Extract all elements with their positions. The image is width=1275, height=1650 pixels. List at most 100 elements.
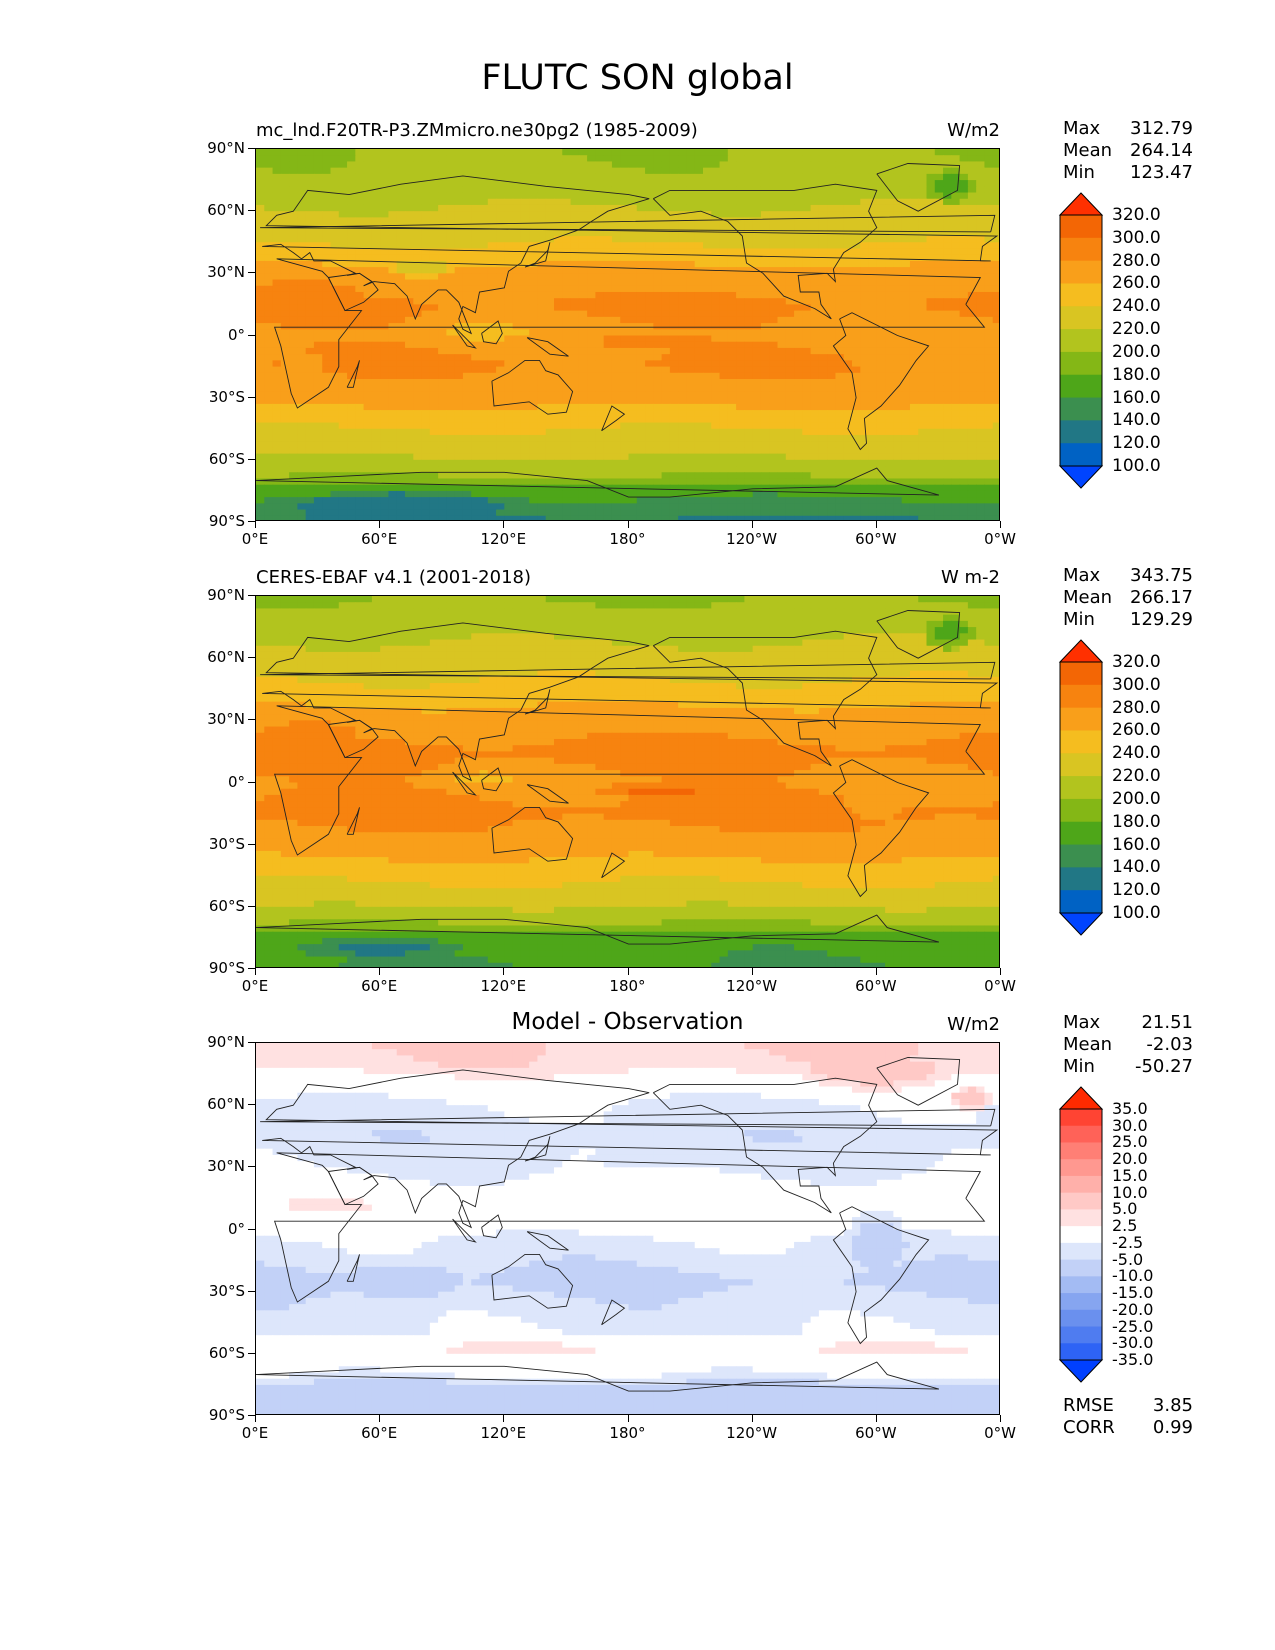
map-cell (587, 347, 596, 355)
map-cell (562, 267, 572, 274)
map-cell (371, 385, 381, 393)
map-cell (992, 304, 999, 312)
map-cell (446, 273, 456, 281)
map-cell (794, 167, 803, 175)
map-cell (843, 372, 853, 380)
map-cell (984, 379, 994, 386)
map-cell (744, 211, 754, 218)
map-cell (992, 360, 999, 368)
map-cell (835, 248, 845, 256)
map-cell (934, 260, 944, 268)
map-cell (603, 478, 613, 486)
map-cell (429, 254, 439, 262)
map-cell (603, 155, 613, 163)
map-cell (280, 397, 290, 405)
map-cell (347, 372, 356, 380)
map-cell (504, 204, 514, 212)
map-cell (504, 453, 514, 461)
map-cell (711, 211, 721, 218)
map-cell (727, 273, 737, 281)
map-cell (719, 385, 729, 393)
map-cell (371, 155, 381, 163)
map-cell (959, 173, 969, 181)
map-cell (587, 167, 596, 175)
map-cell (628, 279, 638, 287)
map-cell (918, 248, 928, 256)
map-cell (959, 204, 969, 212)
map-cell (752, 217, 762, 225)
map-cell (305, 267, 315, 274)
map-cell (421, 335, 431, 343)
map-cell (653, 379, 663, 386)
map-cell (471, 428, 481, 436)
map-cell (843, 323, 853, 330)
map-cell (562, 335, 572, 343)
map-cell (454, 428, 464, 436)
map-cell (976, 335, 986, 343)
map-cell (338, 366, 348, 374)
map-cell (669, 298, 679, 306)
map-cell (603, 242, 613, 250)
map-cell (984, 192, 994, 200)
map-cell (272, 248, 282, 256)
map-cell (272, 242, 282, 250)
map-cell (446, 453, 456, 461)
map-cell (479, 385, 489, 393)
map-cell (338, 472, 348, 480)
map-cell (727, 149, 737, 156)
map-cell (256, 453, 265, 461)
map-cell (611, 198, 621, 206)
map-cell (918, 341, 928, 349)
map-cell (272, 260, 282, 268)
map-cell (256, 198, 265, 206)
map-cell (843, 173, 853, 181)
map-cell (736, 459, 745, 467)
map-cell (976, 459, 986, 467)
map-cell (686, 447, 696, 455)
map-cell (554, 335, 563, 343)
map-cell (760, 397, 770, 405)
map-cell (727, 453, 737, 461)
map-cell (901, 217, 911, 225)
map-cell (785, 316, 795, 324)
map-cell (363, 211, 373, 218)
map-cell (909, 242, 919, 250)
map-cell (777, 316, 787, 324)
map-cell (794, 316, 803, 324)
map-cell (388, 279, 398, 287)
map-cell (860, 410, 870, 417)
map-cell (752, 254, 762, 262)
map-cell (636, 447, 646, 455)
map-cell (959, 211, 969, 218)
map-cell (686, 472, 696, 480)
map-cell (462, 229, 472, 237)
map-cell (769, 416, 779, 424)
map-cell (388, 490, 398, 498)
map-cell (380, 410, 390, 417)
map-cell (446, 217, 456, 225)
map-cell (603, 298, 613, 306)
map-cell (628, 173, 638, 181)
map-cell (562, 229, 572, 237)
map-cell (554, 242, 563, 250)
map-cell (760, 304, 770, 312)
map-cell (827, 155, 837, 163)
map-cell (893, 379, 903, 386)
map-cell (744, 416, 754, 424)
map-cell (901, 248, 911, 256)
map-cell (752, 198, 762, 206)
map-cell (967, 186, 977, 194)
map-cell (313, 248, 323, 256)
map-cell (827, 248, 837, 256)
map-cell (694, 223, 704, 231)
map-cell (810, 192, 820, 200)
map-cell (413, 223, 423, 231)
map-cell (918, 155, 928, 163)
map-cell (570, 416, 580, 424)
map-cell (810, 416, 820, 424)
map-cell (943, 248, 952, 256)
map-cell (810, 410, 820, 417)
map-cell (578, 335, 588, 343)
map-cell (868, 223, 878, 231)
map-cell (719, 180, 729, 187)
